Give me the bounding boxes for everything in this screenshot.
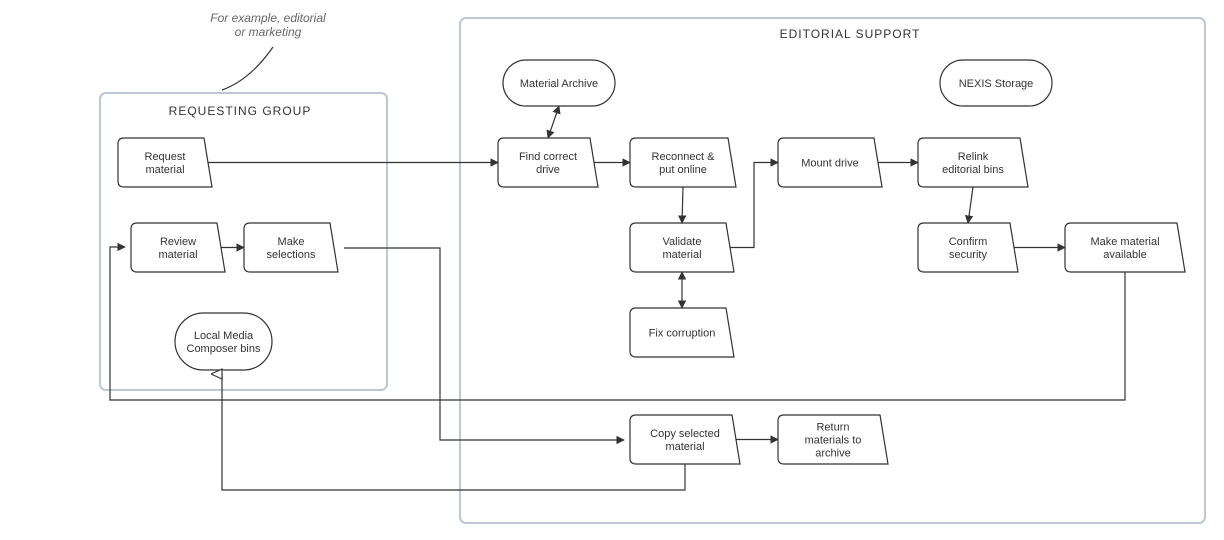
node-local_bins: Local MediaComposer bins	[175, 313, 272, 370]
node-validate_material-label: Validatematerial	[662, 236, 701, 261]
node-copy_selected: Copy selectedmaterial	[630, 415, 740, 464]
node-mount_drive-label: Mount drive	[801, 158, 858, 170]
requesting-group-title: REQUESTING GROUP	[169, 104, 312, 118]
editorial-group-title: EDITORIAL SUPPORT	[780, 27, 921, 41]
diagram-canvas: REQUESTING GROUPEDITORIAL SUPPORTFor exa…	[0, 0, 1224, 540]
node-request_material: Requestmaterial	[118, 138, 212, 187]
node-material_archive: Material Archive	[503, 60, 615, 106]
node-make_selections: Makeselections	[244, 223, 338, 272]
node-nexis_storage-label: NEXIS Storage	[959, 78, 1034, 90]
node-confirm_security: Confirmsecurity	[918, 223, 1018, 272]
node-relink_bins: Relinkeditorial bins	[918, 138, 1028, 187]
node-return_archive: Returnmaterials toarchive	[778, 415, 888, 464]
node-reconnect: Reconnect &put online	[630, 138, 736, 187]
node-mount_drive: Mount drive	[778, 138, 882, 187]
node-find_drive: Find correctdrive	[498, 138, 598, 187]
node-reconnect-label: Reconnect &put online	[652, 151, 716, 176]
node-request_material-label: Requestmaterial	[145, 151, 186, 176]
node-nexis_storage: NEXIS Storage	[940, 60, 1052, 106]
node-review_material-label: Reviewmaterial	[158, 236, 197, 261]
node-fix_corruption-label: Fix corruption	[649, 328, 716, 340]
node-local_bins-label: Local MediaComposer bins	[187, 330, 261, 355]
node-confirm_security-label: Confirmsecurity	[949, 236, 988, 261]
node-material_archive-label: Material Archive	[520, 78, 598, 90]
node-review_material: Reviewmaterial	[131, 223, 225, 272]
node-make_available: Make materialavailable	[1065, 223, 1185, 272]
node-fix_corruption: Fix corruption	[630, 308, 734, 357]
node-validate_material: Validatematerial	[630, 223, 734, 272]
